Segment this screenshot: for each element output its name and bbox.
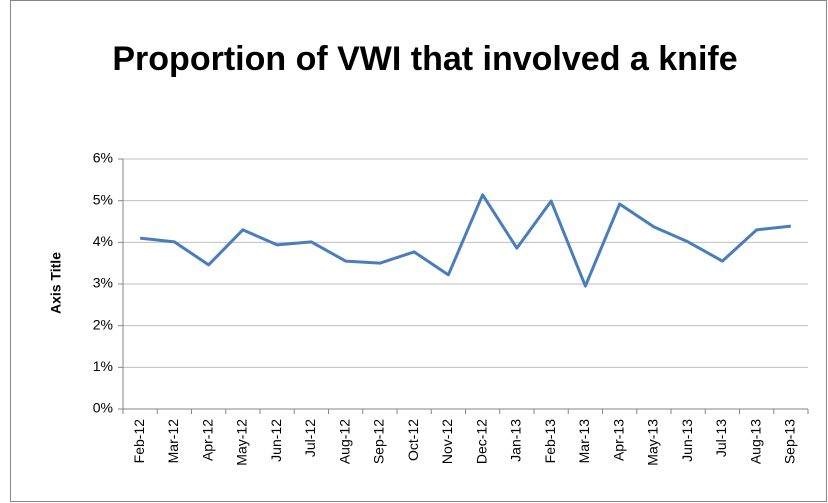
x-tick-label: Jul-12 xyxy=(302,419,318,457)
y-axis-title: Axis Title xyxy=(48,252,64,314)
y-tick-label: 6% xyxy=(93,150,113,166)
data-line xyxy=(139,193,792,288)
y-tick-label: 1% xyxy=(93,358,113,374)
x-tick-label: Feb-12 xyxy=(131,419,147,464)
x-tick-label: Jan-13 xyxy=(508,419,524,462)
x-tick-label: May-13 xyxy=(645,419,661,466)
y-tick-label: 3% xyxy=(93,275,113,291)
x-tick-label: Dec-12 xyxy=(473,419,489,464)
x-tick-label: Sep-12 xyxy=(371,419,387,464)
x-tick-label: Jul-13 xyxy=(713,419,729,457)
x-tick-label: Oct-12 xyxy=(405,419,421,461)
y-tick-label: 4% xyxy=(93,233,113,249)
x-tick-label: Jun-13 xyxy=(679,419,695,462)
x-tick-label: Nov-12 xyxy=(439,419,455,464)
x-tick-label: Mar-13 xyxy=(576,419,592,464)
x-tick-label: Aug-12 xyxy=(336,419,352,464)
x-tick-label: May-12 xyxy=(234,419,250,466)
y-tick-label: 5% xyxy=(93,191,113,207)
x-tick-label: Jun-12 xyxy=(268,419,284,462)
x-tick-label: Apr-12 xyxy=(199,419,215,461)
chart-frame xyxy=(10,0,827,502)
chart-title: Proportion of VWI that involved a knife xyxy=(112,40,738,78)
x-tick-label: Feb-13 xyxy=(542,419,558,464)
x-tick-label: Mar-12 xyxy=(165,419,181,464)
y-tick-label: 2% xyxy=(93,316,113,332)
x-tick-label: Apr-13 xyxy=(610,419,626,461)
y-tick-label: 0% xyxy=(93,400,113,416)
x-tick-label: Sep-13 xyxy=(782,419,798,464)
x-tick-label: Aug-13 xyxy=(747,419,763,464)
